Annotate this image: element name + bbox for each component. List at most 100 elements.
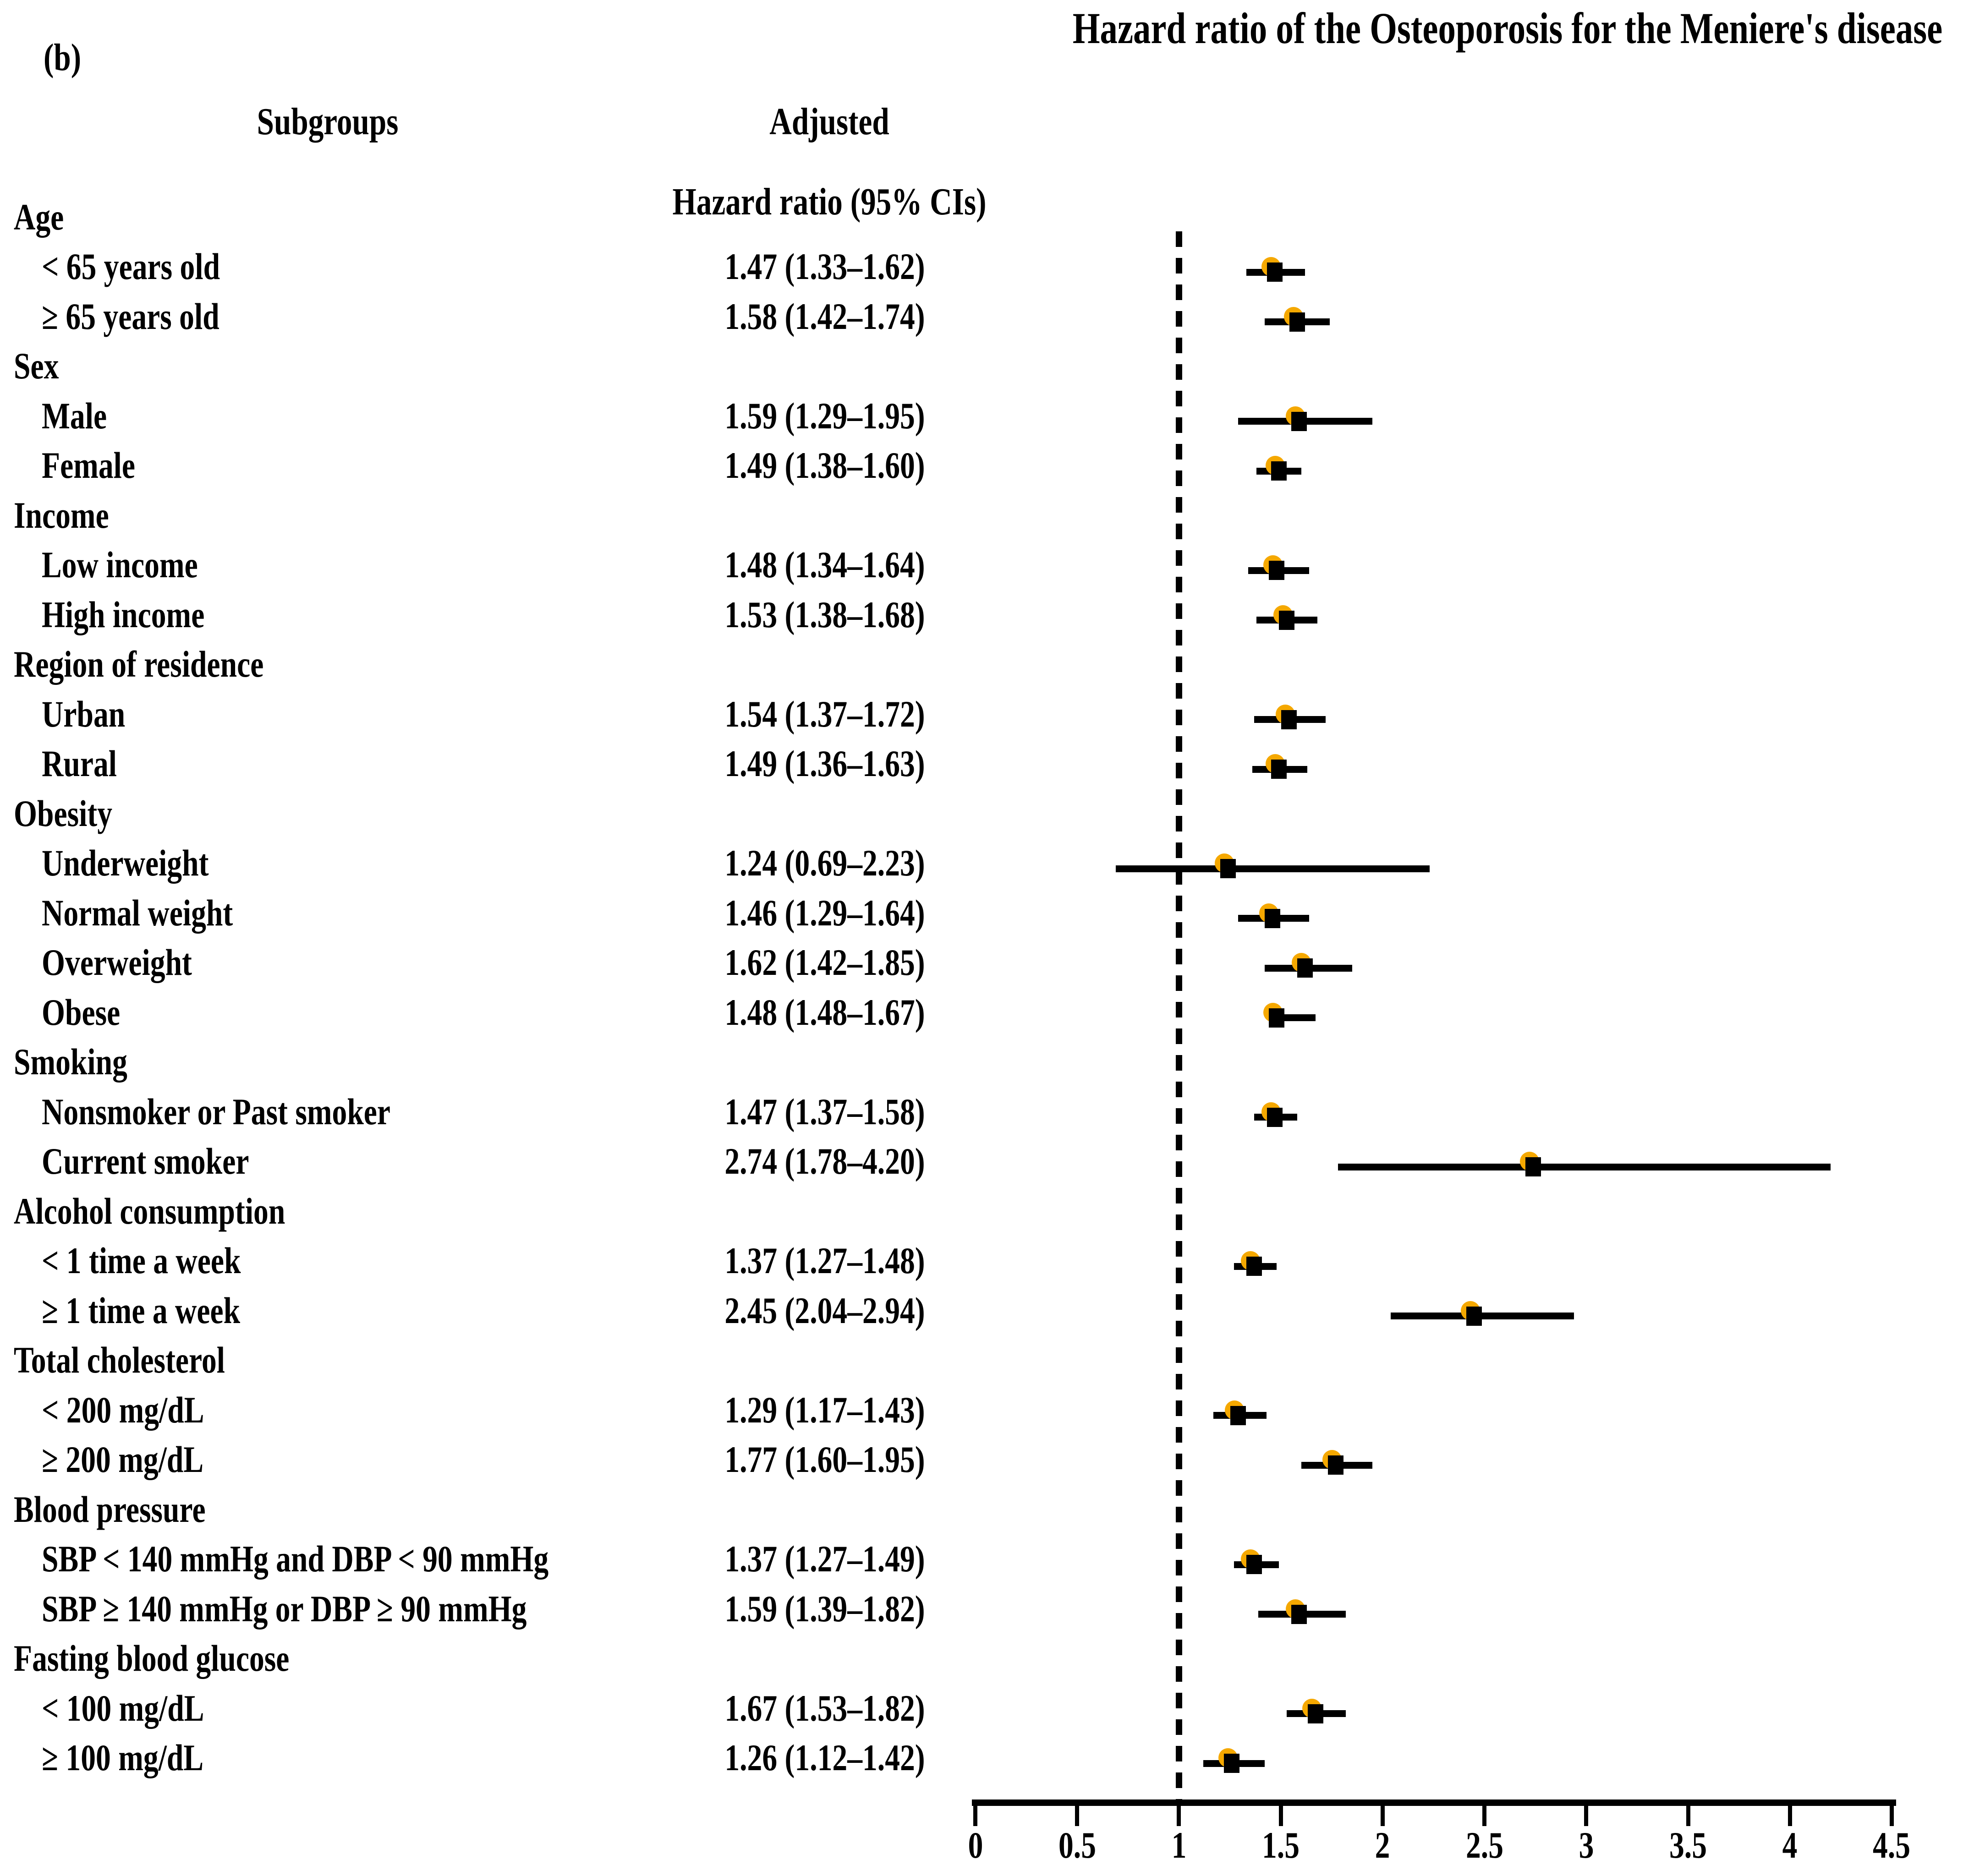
column-header-hazard-ratio: Hazard ratio (95% CIs)	[672, 180, 987, 223]
row-value: 1.58 (1.42–1.74)	[724, 295, 925, 337]
row-value: 2.45 (2.04–2.94)	[724, 1289, 925, 1331]
row-value: 1.46 (1.29–1.64)	[724, 892, 925, 934]
row-label: Low income	[42, 544, 198, 585]
section-label: Income	[14, 494, 109, 536]
row-value: 1.62 (1.42–1.85)	[724, 941, 925, 983]
row-label: < 100 mg/dL	[42, 1687, 204, 1729]
x-tick-label: 4.5	[1873, 1824, 1911, 1866]
x-tick-label: 4	[1782, 1824, 1798, 1866]
x-tick-label: 0	[968, 1824, 983, 1866]
ci-line	[1277, 1014, 1316, 1021]
point-marker	[1289, 312, 1305, 332]
point-marker	[1246, 1257, 1262, 1276]
row-value: 1.24 (0.69–2.23)	[724, 842, 925, 884]
point-marker	[1269, 561, 1285, 580]
row-label: Normal weight	[42, 892, 233, 934]
point-marker	[1224, 1754, 1240, 1773]
x-tick-label: 1.5	[1262, 1824, 1300, 1866]
row-value: 1.67 (1.53–1.82)	[724, 1687, 925, 1729]
x-tick	[1075, 1805, 1080, 1826]
point-marker	[1267, 263, 1283, 282]
row-label: SBP ≥ 140 mmHg or DBP ≥ 90 mmHg	[42, 1587, 527, 1630]
row-value: 1.37 (1.27–1.49)	[724, 1538, 925, 1580]
row-label: Male	[42, 394, 107, 437]
section-label: Alcohol consumption	[14, 1190, 285, 1232]
row-label: Underweight	[42, 842, 209, 884]
section-label: Sex	[14, 345, 59, 387]
x-tick	[1278, 1805, 1283, 1826]
row-label: Nonsmoker or Past smoker	[42, 1090, 391, 1132]
chart-title: Hazard ratio of the Osteoporosis for the…	[1072, 4, 1943, 53]
point-marker	[1246, 1555, 1262, 1574]
section-label: Age	[14, 196, 64, 238]
point-marker	[1328, 1455, 1344, 1475]
row-label: < 1 time a week	[42, 1240, 241, 1281]
point-marker	[1525, 1157, 1541, 1176]
figure-label: (b)	[44, 36, 82, 79]
row-value: 1.59 (1.29–1.95)	[724, 394, 925, 437]
x-tick	[1889, 1805, 1894, 1826]
point-marker	[1267, 1107, 1283, 1127]
row-value: 1.47 (1.37–1.58)	[724, 1090, 925, 1132]
ci-line	[1116, 865, 1430, 872]
x-tick-label: 3	[1579, 1824, 1594, 1866]
row-label: Urban	[42, 693, 126, 735]
point-marker	[1230, 1406, 1246, 1425]
x-tick	[1380, 1805, 1385, 1826]
x-axis-line	[971, 1799, 1897, 1806]
point-marker	[1307, 1704, 1323, 1723]
row-label: SBP < 140 mmHg and DBP < 90 mmHg	[42, 1538, 549, 1580]
row-label: ≥ 200 mg/dL	[42, 1438, 204, 1480]
row-label: Rural	[42, 743, 117, 784]
row-label: < 200 mg/dL	[42, 1389, 204, 1431]
row-label: ≥ 100 mg/dL	[42, 1737, 204, 1778]
point-marker	[1271, 461, 1287, 481]
point-marker	[1271, 760, 1287, 779]
x-tick	[1482, 1805, 1487, 1826]
point-marker	[1220, 859, 1236, 878]
row-label: Obese	[42, 991, 121, 1033]
row-value: 1.47 (1.33–1.62)	[724, 246, 925, 287]
point-marker	[1466, 1306, 1482, 1326]
ci-line	[1338, 1163, 1831, 1170]
row-value: 1.48 (1.34–1.64)	[724, 544, 925, 585]
reference-line	[1175, 231, 1182, 1803]
row-label: High income	[42, 593, 205, 635]
point-marker	[1291, 411, 1307, 431]
x-tick-label: 2	[1375, 1824, 1390, 1866]
section-label: Blood pressure	[14, 1488, 206, 1530]
row-label: < 65 years old	[42, 246, 220, 287]
row-label: Current smoker	[42, 1140, 249, 1182]
section-label: Smoking	[14, 1041, 127, 1083]
x-tick	[1686, 1805, 1690, 1826]
x-tick-label: 3.5	[1669, 1824, 1707, 1866]
section-label: Fasting blood glucose	[14, 1637, 290, 1679]
row-value: 1.77 (1.60–1.95)	[724, 1438, 925, 1480]
row-value: 1.29 (1.17–1.43)	[724, 1389, 925, 1431]
section-label: Total cholesterol	[14, 1339, 225, 1381]
column-header-adjusted: Adjusted	[769, 100, 889, 143]
section-label: Obesity	[14, 792, 113, 834]
row-value: 1.59 (1.39–1.82)	[724, 1587, 925, 1630]
x-tick-label: 2.5	[1465, 1824, 1503, 1866]
row-value: 1.37 (1.27–1.48)	[724, 1240, 925, 1281]
point-marker	[1281, 710, 1297, 729]
x-tick	[1584, 1805, 1589, 1826]
ci-line	[1391, 1313, 1574, 1319]
point-marker	[1279, 610, 1295, 630]
row-value: 2.74 (1.78–4.20)	[724, 1140, 925, 1182]
x-tick	[973, 1805, 977, 1826]
row-label: ≥ 1 time a week	[42, 1289, 241, 1331]
x-tick	[1788, 1805, 1792, 1826]
row-label: Female	[42, 444, 135, 486]
point-marker	[1291, 1604, 1307, 1624]
x-tick	[1177, 1805, 1181, 1826]
point-marker	[1269, 1008, 1285, 1028]
section-label: Region of residence	[14, 643, 264, 685]
point-marker	[1265, 908, 1281, 928]
row-value: 1.26 (1.12–1.42)	[724, 1737, 925, 1778]
row-value: 1.49 (1.36–1.63)	[724, 743, 925, 784]
row-label: ≥ 65 years old	[42, 295, 219, 337]
column-header-subgroups: Subgroups	[257, 100, 399, 143]
